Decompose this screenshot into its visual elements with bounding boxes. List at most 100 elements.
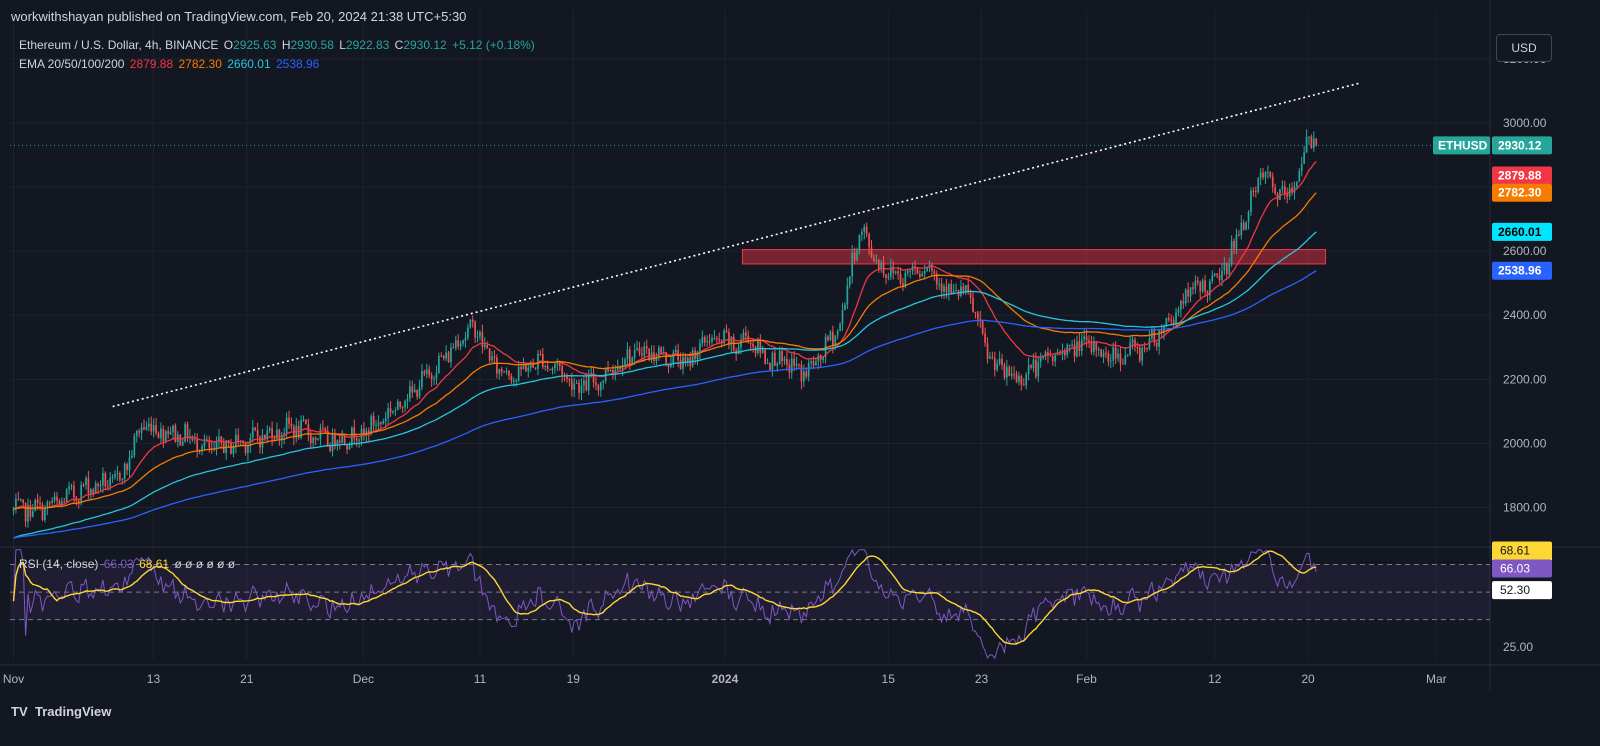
candle-body: [1257, 178, 1260, 192]
candle-body: [590, 373, 592, 377]
time-tick-label: 12: [1208, 672, 1222, 686]
symbol-title[interactable]: Ethereum / U.S. Dollar, 4h, BINANCE: [19, 38, 219, 52]
candle-body: [657, 347, 660, 358]
candle-body: [771, 352, 774, 370]
candle-body: [665, 351, 667, 364]
candle-body: [259, 436, 261, 448]
candle-body: [438, 355, 440, 374]
candle-body: [1184, 289, 1187, 304]
candle-body: [892, 266, 895, 273]
candle-body: [740, 340, 742, 348]
candle-body: [80, 484, 83, 503]
candle-body: [778, 351, 781, 364]
candle-body: [309, 434, 312, 443]
candle-body: [1054, 355, 1057, 362]
candle-body: [1252, 190, 1255, 192]
candle-body: [70, 485, 73, 487]
tradingview-brand[interactable]: TV TradingView: [11, 704, 111, 719]
candle-body: [1196, 280, 1199, 283]
candle-body: [851, 252, 854, 277]
candle-body: [15, 498, 17, 510]
candle-body: [22, 499, 25, 503]
candle-body: [641, 353, 643, 356]
candle-body: [950, 284, 953, 294]
candle-body: [29, 504, 32, 517]
candle-body: [150, 423, 153, 432]
candle-body: [713, 337, 716, 339]
candle-body: [481, 332, 484, 348]
candle-body: [638, 347, 641, 354]
ema100-tag: [1492, 222, 1552, 241]
candle-body: [396, 401, 399, 411]
candle-body: [1001, 358, 1003, 365]
candle-body: [931, 264, 933, 271]
candle-body: [60, 501, 63, 505]
candle-body: [46, 502, 49, 508]
candle-body: [191, 436, 194, 440]
ema200-line: [13, 270, 1317, 539]
candle-body: [218, 436, 220, 441]
candle-body: [483, 344, 486, 348]
candle-body: [945, 286, 948, 293]
ema-label[interactable]: EMA 20/50/100/200: [19, 57, 125, 71]
candle-body: [312, 437, 315, 443]
candle-body: [425, 369, 428, 374]
candle-body: [1175, 312, 1177, 324]
candle-body: [27, 504, 29, 522]
candle-body: [496, 357, 498, 374]
candle-body: [955, 289, 957, 291]
candle-body: [520, 367, 522, 370]
candle-body: [836, 330, 839, 336]
candle-body: [167, 431, 170, 435]
candle-body: [672, 352, 675, 364]
candle-body: [1076, 341, 1078, 357]
price-tick-label: 2000.00: [1503, 436, 1547, 450]
candle-body: [1039, 357, 1042, 362]
candle-body: [435, 373, 438, 379]
candle-body: [1211, 275, 1214, 282]
candle-body: [1300, 163, 1303, 172]
candle-body: [65, 489, 68, 503]
candle-body: [701, 337, 704, 344]
time-tick-label: Mar: [1426, 672, 1447, 686]
candle-body: [1107, 353, 1110, 362]
candle-body: [863, 226, 866, 232]
price-tick-label: 2400.00: [1503, 308, 1547, 322]
candle-body: [56, 496, 58, 501]
candle-body: [1088, 340, 1090, 342]
candle-body: [471, 319, 474, 323]
rsi-value: 66.03: [103, 557, 134, 571]
ema20-tag: [1492, 166, 1552, 185]
rsi-label[interactable]: RSI (14, close): [19, 557, 99, 571]
candle-body: [63, 501, 66, 503]
candle-body: [382, 421, 385, 424]
candle-body: [1235, 234, 1238, 249]
candle-body: [544, 365, 547, 368]
candle-body: [725, 330, 728, 332]
currency-button[interactable]: USD: [1496, 34, 1552, 62]
candle-body: [375, 425, 377, 427]
candle-body: [1064, 350, 1066, 356]
candle-body: [346, 444, 348, 450]
candle-body: [1042, 357, 1044, 359]
candle-body: [1049, 355, 1052, 357]
candle-body: [97, 483, 99, 487]
candle-body: [1221, 270, 1223, 280]
candle-body: [106, 486, 109, 488]
candle-body: [602, 380, 605, 383]
candle-body: [880, 262, 883, 270]
candle-body: [452, 347, 455, 349]
candle-body: [655, 357, 658, 361]
candle-body: [1254, 190, 1257, 192]
candle-body: [138, 430, 141, 433]
candle-body: [626, 349, 629, 360]
candle-body: [822, 357, 825, 360]
candle-body: [730, 336, 733, 345]
time-tick-label: 23: [975, 672, 989, 686]
candle-body: [193, 439, 196, 441]
candle-body: [94, 483, 97, 494]
rsi-tick-label: 25.00: [1503, 640, 1533, 654]
candle-body: [527, 367, 530, 372]
candle-body: [68, 486, 70, 490]
